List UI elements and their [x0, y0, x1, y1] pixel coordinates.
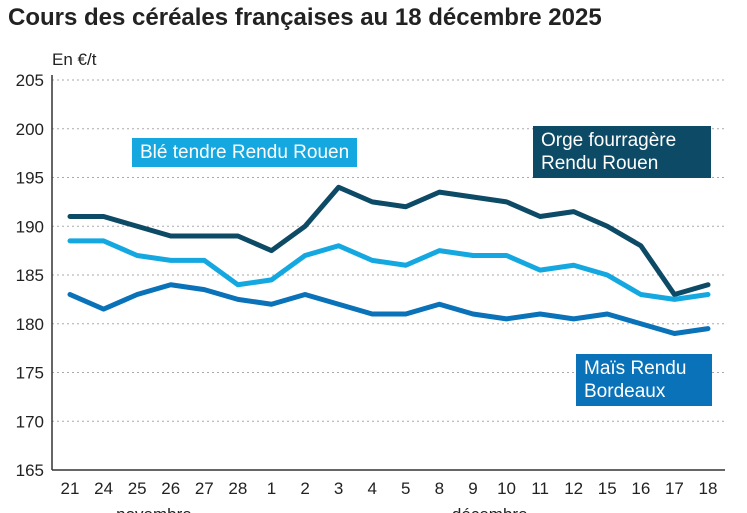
y-axis-label: En €/t — [52, 50, 97, 69]
month-label: décembre — [452, 505, 528, 513]
y-tick-label: 170 — [16, 412, 44, 431]
x-tick-label: 12 — [564, 479, 583, 498]
x-tick-label: 27 — [195, 479, 214, 498]
x-tick-label: 8 — [435, 479, 444, 498]
x-tick-label: 21 — [61, 479, 80, 498]
legend-ble: Blé tendre Rendu Rouen — [132, 138, 358, 167]
x-tick-label: 18 — [699, 479, 718, 498]
y-tick-label: 180 — [16, 315, 44, 334]
series-line-2 — [67, 282, 711, 336]
x-tick-label: 3 — [334, 479, 343, 498]
x-tick-label: 15 — [598, 479, 617, 498]
series-line-0 — [67, 184, 711, 297]
month-label: novembre — [116, 505, 192, 513]
y-tick-label: 190 — [16, 217, 44, 236]
x-tick-label: 4 — [367, 479, 376, 498]
x-tick-label: 11 — [531, 479, 549, 498]
x-tick-label: 17 — [665, 479, 684, 498]
y-tick-label: 175 — [16, 364, 44, 383]
x-tick-label: 26 — [161, 479, 180, 498]
y-tick-label: 185 — [16, 266, 44, 285]
legend-orge: Orge fourragère Rendu Rouen — [533, 126, 711, 178]
x-tick-label: 28 — [228, 479, 247, 498]
x-tick-label: 5 — [401, 479, 410, 498]
x-tick-label: 24 — [94, 479, 113, 498]
y-tick-label: 205 — [16, 71, 44, 90]
x-tick-label: 10 — [497, 479, 516, 498]
x-tick-label: 25 — [128, 479, 147, 498]
y-tick-label: 195 — [16, 169, 44, 188]
chart-title: Cours des céréales françaises au 18 déce… — [8, 4, 602, 31]
y-tick-label: 200 — [16, 120, 44, 139]
x-tick-label: 2 — [300, 479, 309, 498]
series-line-1 — [67, 238, 711, 302]
y-tick-label: 165 — [16, 461, 44, 480]
x-tick-label: 1 — [267, 479, 276, 498]
x-tick-label: 16 — [631, 479, 650, 498]
legend-mais: Maïs Rendu Bordeaux — [576, 354, 712, 406]
x-tick-label: 9 — [468, 479, 477, 498]
